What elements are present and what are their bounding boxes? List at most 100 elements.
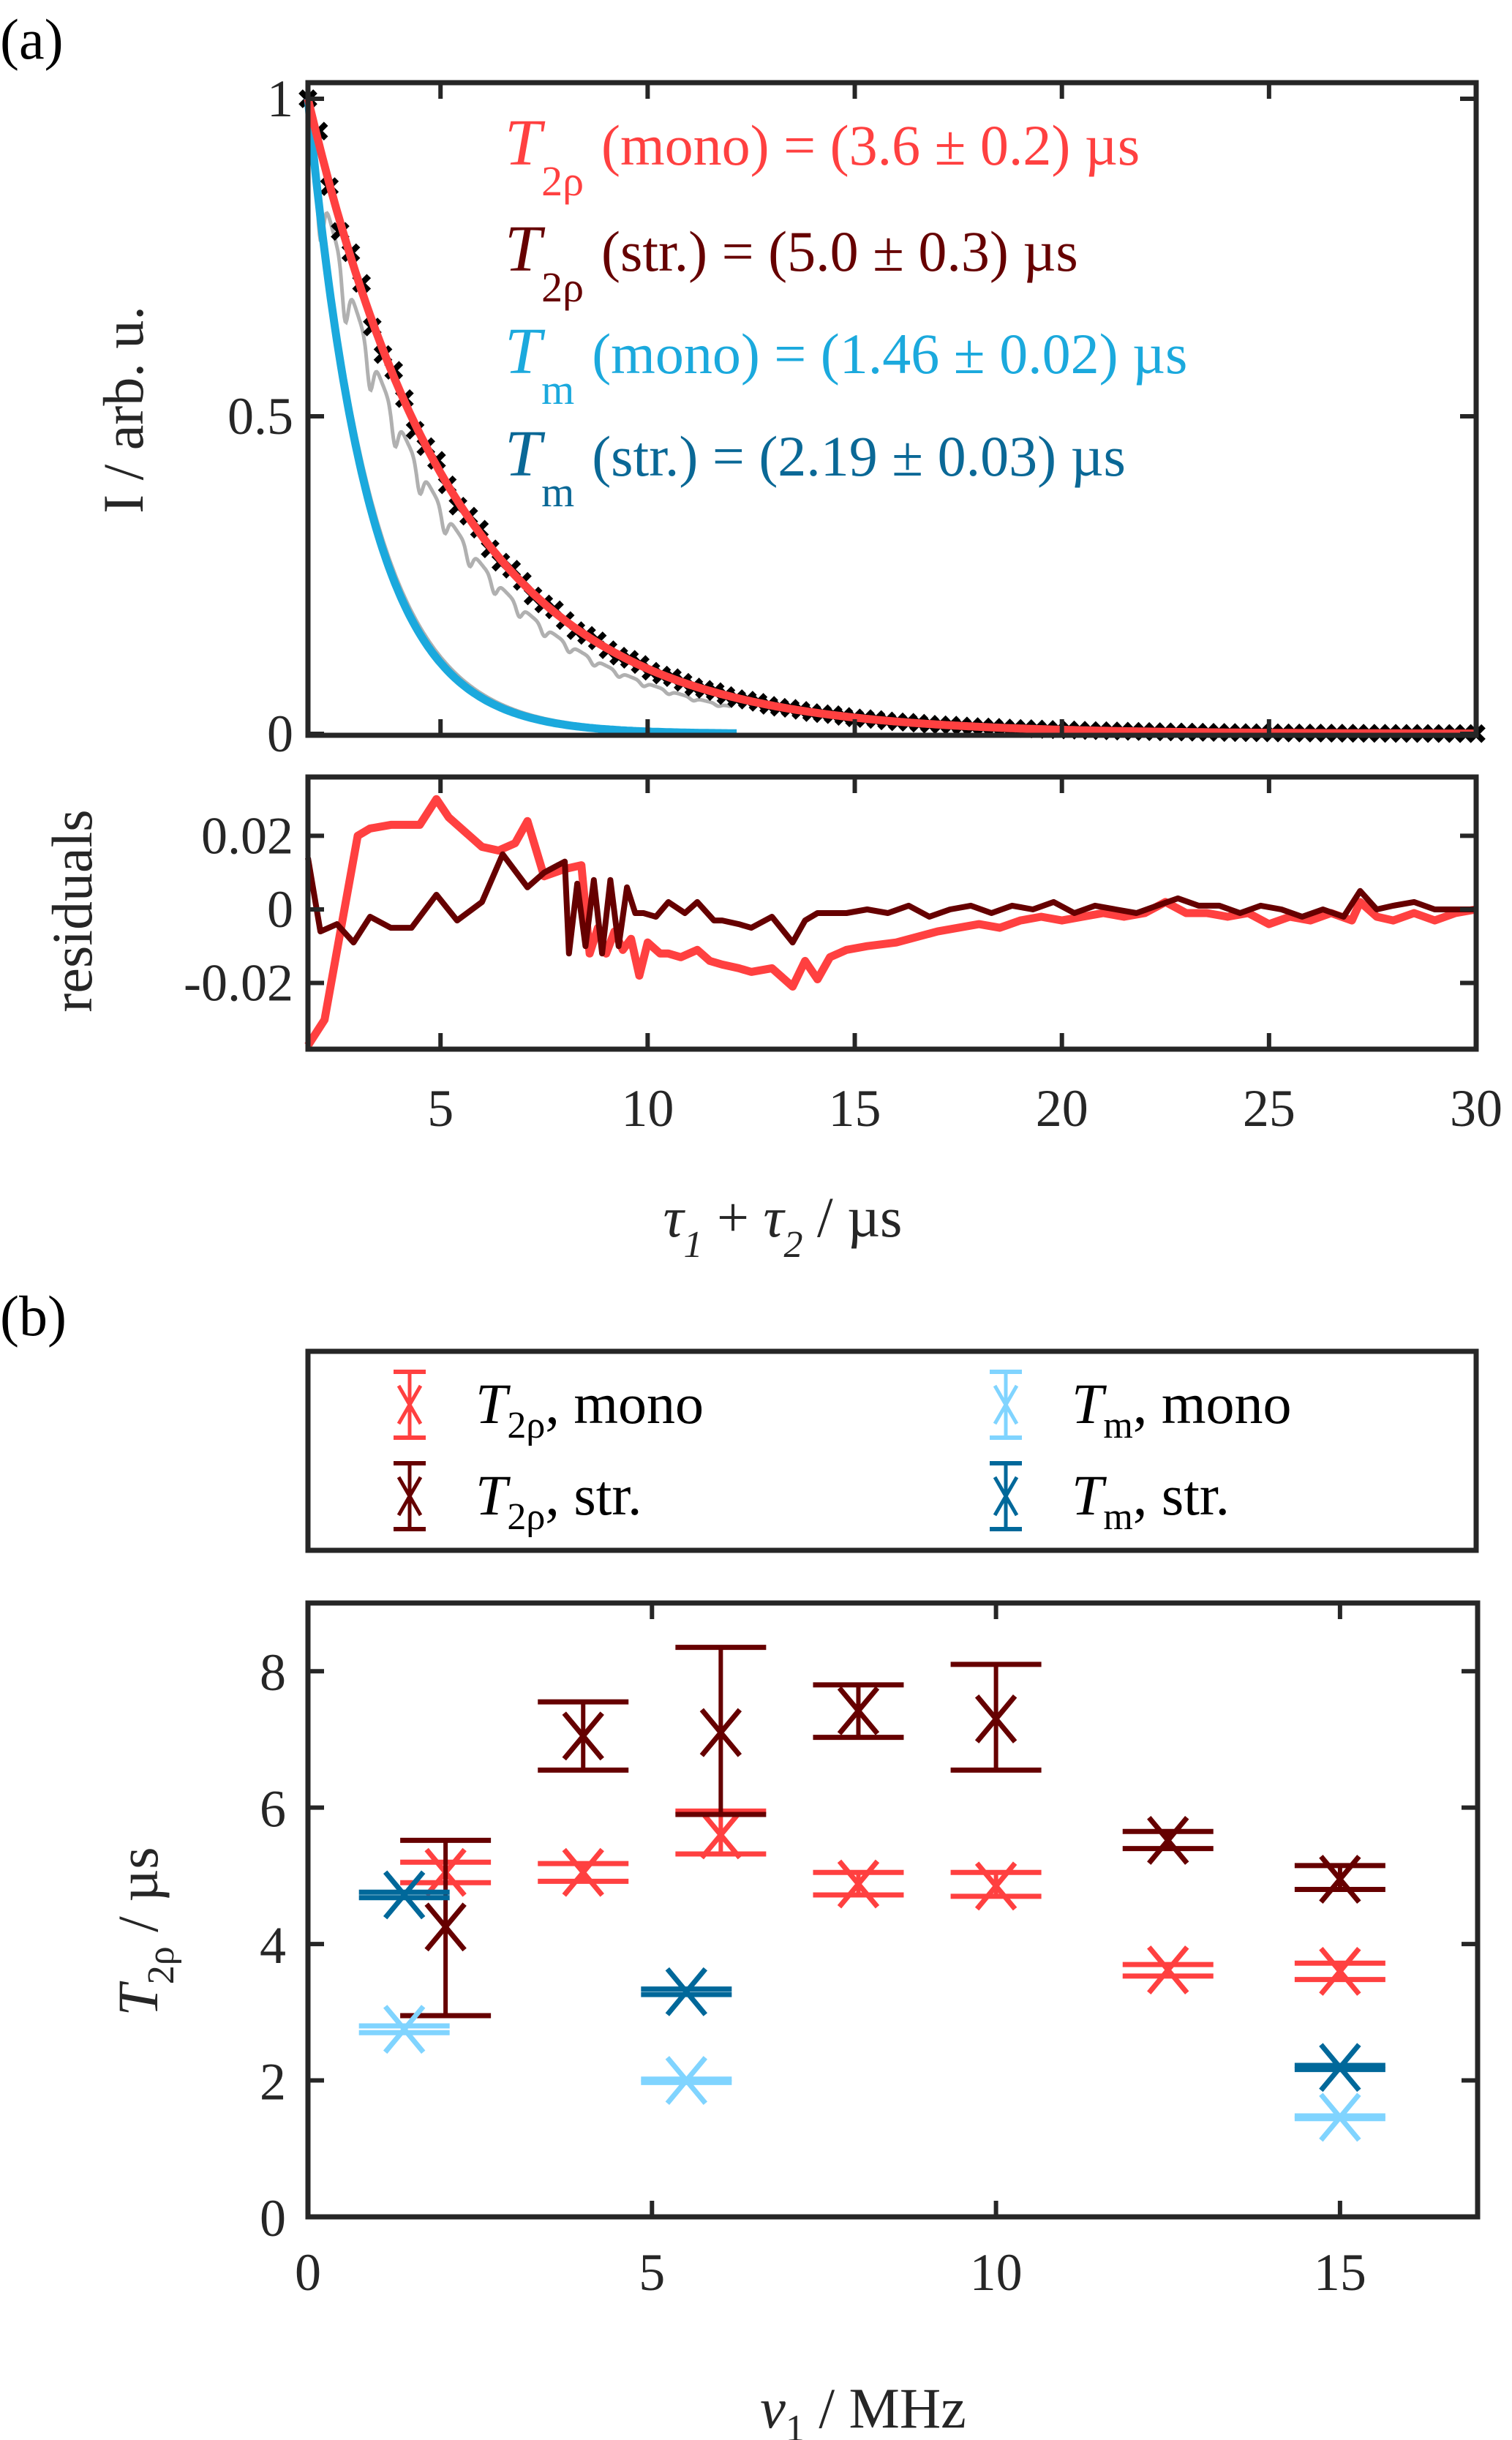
data-point-t2-str-	[538, 1699, 629, 1773]
x-marker	[1319, 1946, 1361, 1996]
x-tick-label: 15	[1314, 2243, 1366, 2302]
x-marker	[665, 1967, 708, 2016]
panel-b-label: (b)	[0, 1284, 67, 1348]
legend-box	[305, 1348, 1479, 1553]
residuals-plot-area	[304, 795, 1477, 1048]
data-point-tm-mono	[1294, 2092, 1385, 2142]
data-point-t2-mono	[538, 1847, 629, 1897]
x-tick-label: 10	[621, 1079, 674, 1138]
data-point-tm-str-	[1294, 2043, 1385, 2092]
data-point-t2-str-	[950, 1662, 1042, 1773]
x-tick-label: 5	[639, 2243, 665, 2302]
x-tick-label: 5	[427, 1079, 454, 1138]
data-point-tm-str-	[641, 1967, 732, 2016]
data-point-t2-str-	[675, 1645, 767, 1817]
x-marker	[383, 1870, 426, 1920]
x-marker	[974, 1694, 1018, 1743]
legend-label: Tm, str.	[1072, 1463, 1230, 1538]
x-marker	[837, 1686, 880, 1735]
panel-a-residuals-plot: 5 10 15 20 25 30 -0.02 0 0.02 residuals τ1 + τ2 …	[40, 774, 1502, 1266]
x-marker	[1147, 1945, 1189, 1994]
decay-plot-area	[298, 89, 1486, 743]
panel-a-decay-plot: 00.51 T2ρ(mono) = (3.6 ± 0.2) µsT2ρ(str.…	[91, 70, 1486, 763]
data-point-t2-mono	[675, 1808, 767, 1860]
legend-x-marker-icon	[993, 1384, 1019, 1425]
x-marker	[1319, 2043, 1361, 2092]
relaxation-x-axis-label: ν1 / MHz	[760, 2376, 966, 2440]
legend-x-marker-icon	[396, 1476, 423, 1517]
x-tick-label: 15	[829, 1079, 881, 1138]
x-marker	[1147, 1815, 1189, 1865]
fit-result-2: Tm(mono) = (1.46 ± 0.02) µs	[505, 315, 1187, 413]
y-tick-label: 2	[260, 2053, 286, 2111]
x-tick-label: 30	[1450, 1079, 1502, 1138]
y-tick-label: 0.02	[201, 806, 293, 865]
x-marker	[974, 1861, 1018, 1911]
fit-result-0: T2ρ(mono) = (3.6 ± 0.2) µs	[505, 107, 1140, 205]
residuals-plot-ticks: 5 10 15 20 25 30 -0.02 0 0.02	[184, 777, 1502, 1138]
panel-b-legend: T2ρ, mono T2ρ, str. Tm, mono Tm, str.	[305, 1348, 1479, 1553]
x-marker	[699, 1810, 742, 1860]
y-tick-label: 0.5	[227, 387, 293, 446]
data-point-t2-str-	[1122, 1815, 1214, 1865]
legend-label: T2ρ, str.	[475, 1463, 642, 1538]
panel-a-label: (a)	[0, 7, 64, 71]
relaxation-plot-ticks: 0 5 10 15 0 2 4 6 8	[260, 1603, 1478, 2302]
y-tick-label: -0.02	[184, 954, 293, 1013]
x-tick-label: 20	[1036, 1079, 1088, 1138]
x-tick-label: 25	[1243, 1079, 1295, 1138]
legend-label: T2ρ, mono	[475, 1372, 704, 1446]
legend-label: Tm, mono	[1072, 1372, 1292, 1446]
relaxation-y-axis-label: T2ρ / µs	[106, 1847, 182, 2016]
x-marker	[699, 1708, 742, 1757]
data-point-t2-str-	[1294, 1855, 1385, 1904]
x-marker	[424, 1902, 467, 1952]
data-point-t2-str-	[813, 1682, 904, 1741]
data-point-t2-str-	[400, 1837, 492, 2019]
relaxation-plot-frame	[305, 1600, 1481, 2220]
x-tick-label: 0	[295, 2243, 321, 2302]
data-point-t2-mono	[1294, 1946, 1385, 1996]
tau-sum-label: τ1 + τ2 / µs	[663, 1185, 903, 1266]
data-point-tm-mono	[641, 2056, 732, 2106]
y-tick-label: 8	[260, 1643, 286, 1702]
relaxation-plot-area	[358, 1645, 1385, 2142]
y-tick-label: 0	[267, 705, 293, 763]
x-marker	[665, 2056, 708, 2106]
y-tick-label: 4	[260, 1916, 286, 1975]
data-point-tm-str-	[358, 1870, 450, 1920]
data-point-t2-mono	[950, 1861, 1042, 1911]
stretched-residual-line	[305, 851, 1476, 957]
x-marker	[562, 1847, 604, 1897]
fit-result-3: Tm(str.) = (2.19 ± 0.03) µs	[505, 418, 1126, 516]
x-marker	[383, 2005, 426, 2054]
decay-y-axis-label: I / arb. u.	[91, 306, 155, 514]
legend-item-tm-str-: Tm, str.	[990, 1461, 1230, 1538]
data-point-t2-mono	[813, 1859, 904, 1909]
legend-x-marker-icon	[993, 1476, 1019, 1517]
legend-x-marker-icon	[396, 1384, 423, 1425]
x-marker	[1319, 1855, 1361, 1904]
decay-plot-ticks: 00.51	[227, 70, 1478, 763]
y-tick-label: 0	[267, 880, 293, 939]
residuals-y-axis-label: residuals	[40, 809, 104, 1012]
data-point-t2-mono	[1122, 1945, 1214, 1994]
x-marker	[1319, 2092, 1361, 2142]
x-marker	[562, 1711, 604, 1761]
x-marker	[837, 1859, 880, 1909]
raw-echo-gray-line	[306, 129, 731, 708]
fit-result-1: T2ρ(str.) = (5.0 ± 0.3) µs	[505, 213, 1078, 311]
decay-plot-frame	[305, 80, 1479, 738]
data-point-tm-mono	[358, 2005, 450, 2054]
mono-residual-line	[304, 795, 1477, 1048]
y-tick-label: 1	[267, 70, 293, 128]
x-tick-label: 10	[970, 2243, 1023, 2302]
legend-item-t2-mono: T2ρ, mono	[394, 1370, 704, 1446]
residuals-plot-frame	[305, 774, 1479, 1052]
raw-echo-gray-line-2	[305, 98, 729, 736]
tm-mono-fit-line	[304, 98, 737, 737]
legend-item-tm-mono: Tm, mono	[990, 1370, 1292, 1446]
legend-item-t2-str-: T2ρ, str.	[394, 1461, 642, 1538]
